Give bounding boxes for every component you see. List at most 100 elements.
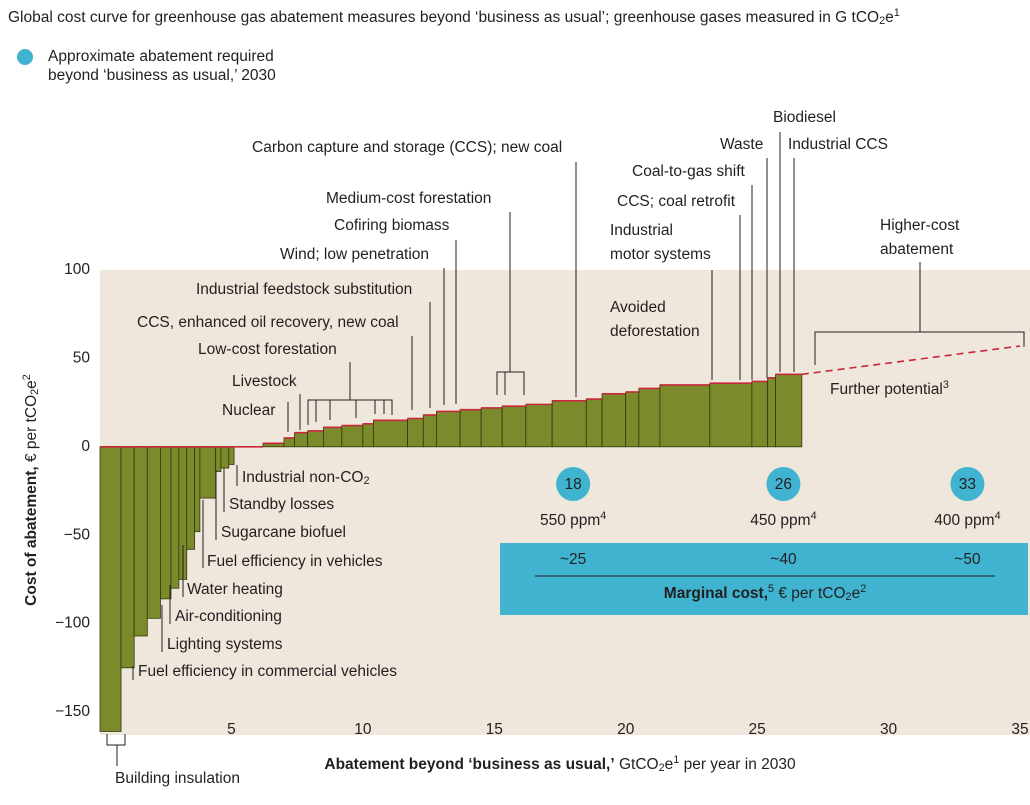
text-part: Cost of abatement,	[23, 466, 40, 606]
y-tick-label: 0	[81, 438, 90, 455]
bar	[775, 373, 803, 448]
annotation: Building insulation	[115, 770, 240, 787]
target-marker	[766, 467, 801, 501]
bar	[341, 425, 364, 448]
bar	[709, 382, 753, 448]
text-part: 4	[811, 510, 817, 522]
annotation: CCS, enhanced oil recovery, new coal	[137, 314, 399, 331]
bar	[525, 403, 553, 448]
annotation: Fuel efficiency in commercial vehicles	[138, 663, 397, 680]
text-part: 2	[29, 389, 41, 395]
text-part: e	[885, 9, 894, 26]
annotation: Nuclear	[222, 402, 275, 419]
text-part: Global cost curve for greenhouse gas aba…	[8, 9, 879, 26]
text-part: e	[23, 380, 40, 389]
annotation: Cofiring biomass	[334, 217, 450, 234]
marginal-cost-box	[500, 543, 1028, 615]
annotation: Water heating	[187, 581, 283, 598]
bar	[585, 398, 603, 448]
bar	[659, 384, 711, 448]
bar	[362, 423, 374, 448]
bar	[551, 400, 587, 448]
annotation: Carbon capture and storage (CCS); new co…	[252, 139, 562, 156]
marginal-cost-label: Marginal cost,5 € per tCO2e2	[664, 583, 866, 603]
annotation: Air-conditioning	[175, 608, 282, 625]
text-part: 1	[673, 754, 679, 766]
target-value: 33	[959, 476, 976, 493]
text-part: GtCO	[615, 756, 659, 773]
text-part: 5	[768, 583, 774, 595]
leader-line	[106, 734, 126, 746]
text-part: 2	[879, 15, 885, 27]
annotation: Avoided	[610, 299, 666, 316]
bar	[194, 446, 201, 533]
annotation: Livestock	[232, 373, 297, 390]
bar	[459, 409, 482, 448]
annotation: Industrial non-CO2	[242, 469, 370, 487]
legend-label: Approximate abatement required	[48, 48, 274, 65]
text-part: 450 ppm	[750, 512, 810, 529]
bar	[407, 418, 424, 448]
x-tick-label: 30	[880, 721, 898, 738]
text-part: 2	[860, 583, 866, 595]
further-potential-line	[801, 345, 1021, 376]
annotation: Industrial CCS	[788, 136, 888, 153]
plot-background	[100, 270, 1030, 735]
text-part: 2	[659, 762, 665, 774]
target-label: 450 ppm4	[750, 510, 816, 529]
annotation: deforestation	[610, 323, 700, 340]
bar	[199, 446, 217, 499]
y-tick-label: 100	[64, 261, 90, 278]
bar	[751, 380, 769, 448]
bar	[220, 446, 230, 469]
text-part: Marginal cost,	[664, 585, 768, 602]
further-potential-label: Further potential3	[830, 379, 949, 398]
marginal-cost-value: ~25	[560, 551, 586, 568]
x-tick-label: 20	[617, 721, 635, 738]
x-axis-label: Abatement beyond ‘business as usual,’ Gt…	[324, 754, 796, 774]
bar	[625, 391, 640, 448]
text-part: e	[852, 585, 861, 602]
text-part: Further potential	[830, 381, 943, 398]
bar	[638, 388, 661, 448]
bar	[307, 430, 324, 448]
text-part: € per tCO	[774, 585, 846, 602]
annotation: Wind; low penetration	[280, 246, 429, 263]
y-tick-label: 50	[73, 349, 91, 366]
marginal-cost-value: ~50	[954, 551, 981, 568]
x-tick-label: 15	[486, 721, 503, 738]
target-label: 550 ppm4	[540, 510, 606, 529]
annotation: Industrial	[610, 222, 673, 239]
text-part: 4	[995, 510, 1001, 522]
bar	[436, 411, 461, 448]
target-value: 18	[565, 476, 582, 493]
x-tick-label: 25	[749, 721, 766, 738]
annotation: Sugarcane biofuel	[221, 524, 346, 541]
x-tick-label: 5	[227, 721, 236, 738]
annotation: abatement	[880, 241, 954, 258]
annotation: Low-cost forestation	[198, 341, 337, 358]
target-value: 26	[775, 476, 792, 493]
bar	[501, 405, 527, 448]
text-part: Abatement beyond ‘business as usual,’	[324, 756, 614, 773]
annotation: Medium-cost forestation	[326, 190, 491, 207]
annotation: Biodiesel	[773, 109, 836, 126]
bar	[294, 432, 309, 448]
target-label: 400 ppm4	[934, 510, 1000, 529]
y-axis-label: Cost of abatement, € per tCO2e2	[21, 374, 41, 606]
text-part: € per tCO	[23, 395, 40, 467]
text-part: 3	[943, 379, 949, 391]
annotation: Higher-cost	[880, 217, 960, 234]
text-part: 1	[894, 7, 900, 19]
bar	[480, 407, 503, 448]
text-part: Industrial non-CO	[242, 469, 363, 486]
text-part: 2	[363, 475, 369, 487]
text-part: 400 ppm	[934, 512, 994, 529]
text-part: 2	[21, 374, 33, 380]
annotation: Waste	[720, 136, 763, 153]
y-tick-label: −50	[64, 526, 91, 543]
y-tick-label: −100	[55, 615, 90, 632]
text-part: 2	[846, 591, 852, 603]
bar	[99, 446, 122, 732]
